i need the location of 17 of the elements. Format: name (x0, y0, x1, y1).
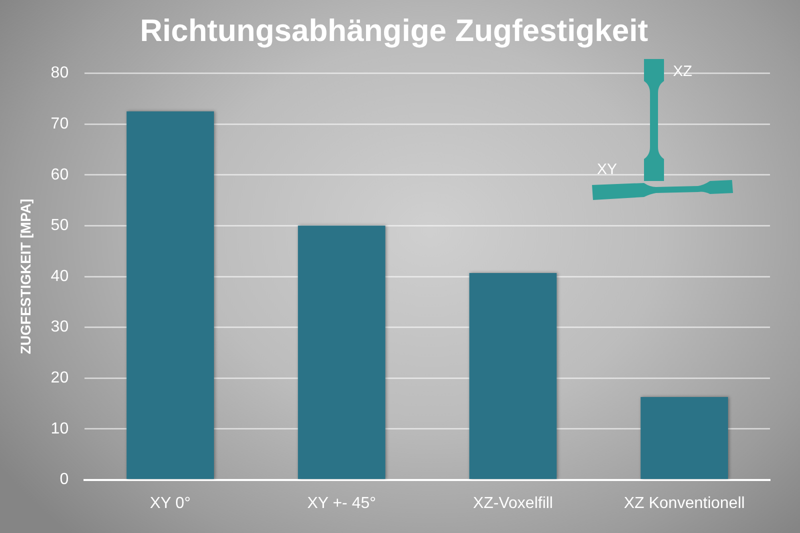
x-tick-label: XY 0° (150, 494, 191, 512)
y-tick-label: 70 (50, 115, 69, 132)
x-tick-label: XZ-Voxelfill (472, 494, 553, 512)
y-tick-label: 60 (50, 166, 69, 184)
y-tick-label: 80 (50, 64, 69, 82)
chart-title: Richtungsabhängige Zugfestigkeit (140, 13, 648, 48)
y-axis-title: ZUGFESTIGKEIT [MPA] (17, 198, 34, 354)
y-tick-label: 10 (50, 420, 69, 438)
annotation: XY (597, 161, 618, 178)
annotation: XZ (673, 63, 692, 80)
y-tick-label: 50 (50, 217, 69, 234)
y-tick-label: 0 (60, 471, 69, 488)
y-tick-label: 20 (50, 370, 69, 387)
x-tick-label: XZ Konventionell (624, 494, 745, 512)
y-tick-label: 40 (50, 268, 69, 285)
y-tick-label: 30 (50, 318, 69, 336)
x-tick-label: XY +- 45° (307, 494, 376, 512)
